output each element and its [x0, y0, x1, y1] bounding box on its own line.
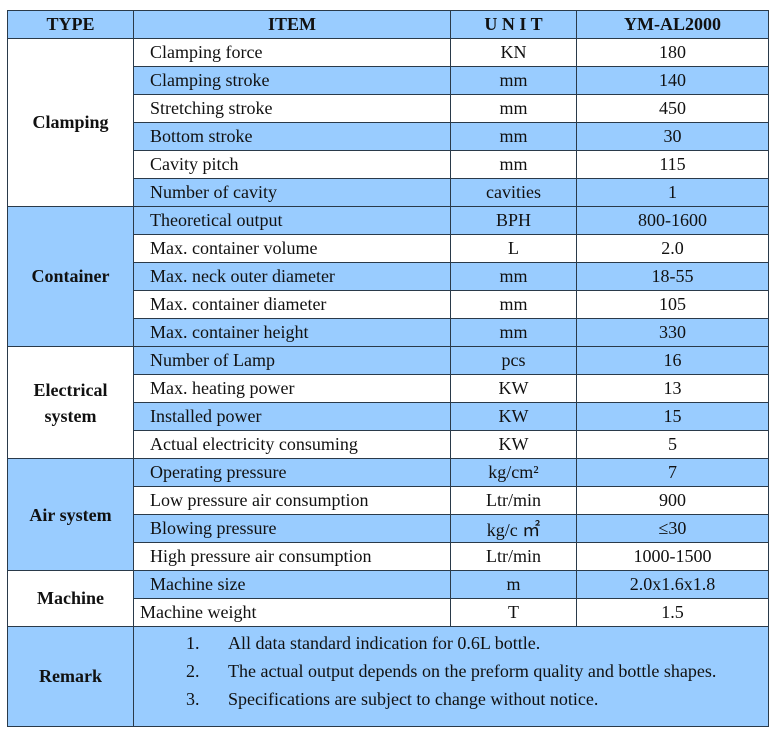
value-cell: 140 [576, 66, 769, 95]
type-cell: Machine [7, 570, 134, 627]
item-cell: Actual electricity consuming [133, 430, 451, 459]
unit-cell: KN [450, 38, 577, 67]
item-cell: Operating pressure [133, 458, 451, 487]
spec-table: TYPE ITEM U N I T YM-AL2000 Clamping Clam… [7, 10, 769, 727]
unit-cell: kg/cm² [450, 458, 577, 487]
table-row: Machine weight T 1.5 [7, 598, 769, 627]
value-cell: 180 [576, 38, 769, 67]
remark-item: The actual output depends on the preform… [204, 657, 768, 685]
value-cell: 1000-1500 [576, 542, 769, 571]
item-cell: Machine weight [133, 598, 451, 627]
remark-item: Specifications are subject to change wit… [204, 685, 768, 713]
value-cell: 1.5 [576, 598, 769, 627]
table-row: Max. container diameter mm 105 [7, 290, 769, 319]
item-cell: High pressure air consumption [133, 542, 451, 571]
table-row: Installed power KW 15 [7, 402, 769, 431]
table-row: Max. container volume L 2.0 [7, 234, 769, 263]
table-row: Clamping Clamping force KN 180 [7, 38, 769, 207]
item-cell: Number of Lamp [133, 346, 451, 375]
item-cell: Clamping stroke [133, 66, 451, 95]
item-cell: Max. container volume [133, 234, 451, 263]
header-model: YM-AL2000 [576, 10, 769, 39]
table-row: Number of cavity cavities 1 [7, 178, 769, 207]
item-cell: Max. heating power [133, 374, 451, 403]
value-cell: 13 [576, 374, 769, 403]
value-cell: 30 [576, 122, 769, 151]
item-cell: Blowing pressure [133, 514, 451, 543]
value-cell: 7 [576, 458, 769, 487]
table-row: Low pressure air consumption Ltr/min 900 [7, 486, 769, 515]
value-cell: 330 [576, 318, 769, 347]
unit-cell: Ltr/min [450, 542, 577, 571]
item-cell: Low pressure air consumption [133, 486, 451, 515]
value-cell: 5 [576, 430, 769, 459]
unit-cell: KW [450, 430, 577, 459]
item-cell: Stretching stroke [133, 94, 451, 123]
table-row: Bottom stroke mm 30 [7, 122, 769, 151]
header-row: TYPE ITEM U N I T YM-AL2000 [7, 10, 769, 39]
remark-content: All data standard indication for 0.6L bo… [133, 626, 769, 727]
unit-cell: cavities [450, 178, 577, 207]
value-cell: 450 [576, 94, 769, 123]
value-cell: 16 [576, 346, 769, 375]
unit-cell: pcs [450, 346, 577, 375]
remark-item: All data standard indication for 0.6L bo… [204, 629, 768, 657]
remark-row: Remark All data standard indication for … [7, 626, 769, 727]
unit-cell: mm [450, 94, 577, 123]
table-row: Machine Machine size m 2.0x1.6x1.8 [7, 570, 769, 627]
item-cell: Max. container diameter [133, 290, 451, 319]
item-cell: Theoretical output [133, 206, 451, 235]
type-cell: Container [7, 206, 134, 347]
value-cell: 800-1600 [576, 206, 769, 235]
table-row: Max. neck outer diameter mm 18-55 [7, 262, 769, 291]
item-cell: Clamping force [133, 38, 451, 67]
table-row: Clamping stroke mm 140 [7, 66, 769, 95]
unit-cell: m [450, 570, 577, 599]
header-item: ITEM [133, 10, 451, 39]
item-cell: Max. container height [133, 318, 451, 347]
table-row: Actual electricity consuming KW 5 [7, 430, 769, 459]
unit-cell: mm [450, 318, 577, 347]
item-cell: Machine size [133, 570, 451, 599]
table-row: Stretching stroke mm 450 [7, 94, 769, 123]
item-cell: Cavity pitch [133, 150, 451, 179]
value-cell: 105 [576, 290, 769, 319]
unit-cell: mm [450, 150, 577, 179]
unit-cell: mm [450, 122, 577, 151]
table-row: Electrical system Number of Lamp pcs 16 [7, 346, 769, 459]
item-cell: Bottom stroke [133, 122, 451, 151]
unit-cell: T [450, 598, 577, 627]
item-cell: Max. neck outer diameter [133, 262, 451, 291]
unit-cell: L [450, 234, 577, 263]
value-cell: 2.0 [576, 234, 769, 263]
value-cell: 900 [576, 486, 769, 515]
item-cell: Installed power [133, 402, 451, 431]
table-row: Max. heating power KW 13 [7, 374, 769, 403]
value-cell: 15 [576, 402, 769, 431]
type-cell: Electrical system [7, 346, 134, 459]
table-row: High pressure air consumption Ltr/min 1000… [7, 542, 769, 571]
unit-cell: mm [450, 262, 577, 291]
value-cell: 18-55 [576, 262, 769, 291]
type-cell: Clamping [7, 38, 134, 207]
value-cell: 115 [576, 150, 769, 179]
header-unit: U N I T [450, 10, 577, 39]
unit-cell: mm [450, 290, 577, 319]
unit-cell: KW [450, 374, 577, 403]
type-cell: Air system [7, 458, 134, 571]
value-cell: 2.0x1.6x1.8 [576, 570, 769, 599]
table-row: Container Theoretical output BPH 800-1600 [7, 206, 769, 347]
unit-cell: KW [450, 402, 577, 431]
item-cell: Number of cavity [133, 178, 451, 207]
value-cell: ≤30 [576, 514, 769, 543]
unit-cell: kg/c ㎡ [450, 514, 577, 543]
table-row: Cavity pitch mm 115 [7, 150, 769, 179]
unit-cell: mm [450, 66, 577, 95]
table-row: Air system Operating pressure kg/cm² 7 [7, 458, 769, 571]
unit-cell: BPH [450, 206, 577, 235]
value-cell: 1 [576, 178, 769, 207]
header-type: TYPE [7, 10, 134, 39]
remark-label: Remark [7, 626, 134, 727]
unit-cell: Ltr/min [450, 486, 577, 515]
